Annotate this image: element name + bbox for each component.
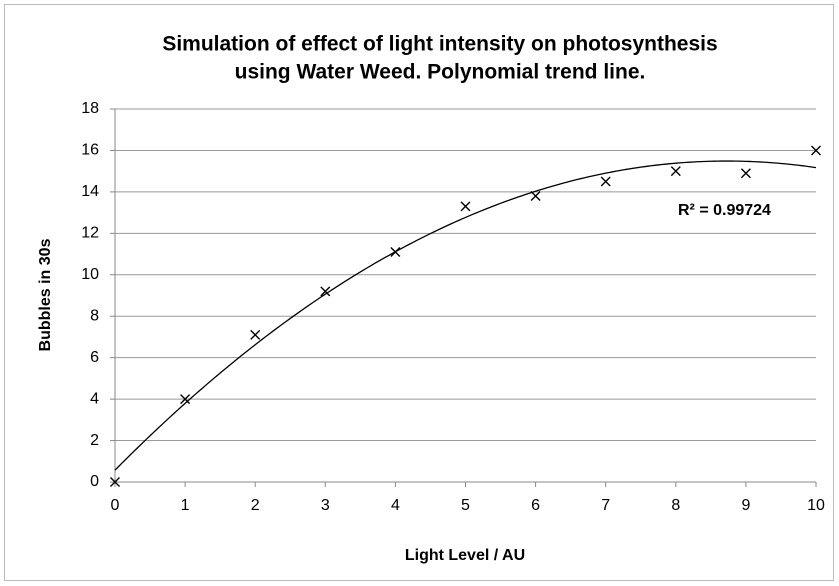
y-tick-label: 0 bbox=[90, 473, 99, 490]
marker bbox=[460, 201, 471, 212]
marker bbox=[320, 286, 331, 297]
marker bbox=[600, 176, 611, 187]
chart-title: using Water Weed. Polynomial trend line. bbox=[235, 61, 646, 84]
chart-border bbox=[4, 4, 834, 581]
y-tick-label: 10 bbox=[81, 266, 99, 283]
marker bbox=[670, 166, 681, 177]
marker bbox=[390, 246, 401, 257]
marker bbox=[110, 477, 120, 487]
trend-line bbox=[114, 160, 817, 471]
x-tick-label: 1 bbox=[181, 497, 190, 514]
y-tick-label: 16 bbox=[81, 142, 99, 159]
x-tick-label: 9 bbox=[741, 497, 750, 514]
marker bbox=[811, 145, 821, 156]
y-axis-label: Bubbles in 30s bbox=[37, 238, 54, 351]
y-tick-label: 14 bbox=[81, 183, 99, 200]
marker bbox=[530, 191, 541, 202]
y-tick-label: 18 bbox=[81, 100, 99, 117]
x-tick-label: 3 bbox=[321, 497, 330, 514]
marker bbox=[250, 329, 261, 340]
marker bbox=[740, 168, 751, 179]
x-tick-label: 6 bbox=[531, 497, 540, 514]
y-tick-label: 4 bbox=[90, 390, 99, 407]
annotation: R² = 0.99724 bbox=[678, 202, 771, 219]
y-tick-label: 8 bbox=[90, 307, 99, 324]
y-tick-label: 6 bbox=[90, 349, 99, 366]
chart-title: Simulation of effect of light intensity … bbox=[162, 33, 717, 56]
x-axis-label: Light Level / AU bbox=[405, 547, 525, 564]
x-tick-label: 4 bbox=[391, 497, 400, 514]
y-tick-label: 12 bbox=[81, 225, 99, 242]
x-tick-label: 5 bbox=[461, 497, 470, 514]
x-tick-label: 0 bbox=[111, 497, 120, 514]
y-tick-label: 2 bbox=[90, 432, 99, 449]
marker bbox=[180, 394, 191, 405]
x-tick-label: 10 bbox=[807, 497, 825, 514]
x-tick-label: 7 bbox=[601, 497, 610, 514]
x-tick-label: 2 bbox=[251, 497, 260, 514]
x-tick-label: 8 bbox=[671, 497, 680, 514]
